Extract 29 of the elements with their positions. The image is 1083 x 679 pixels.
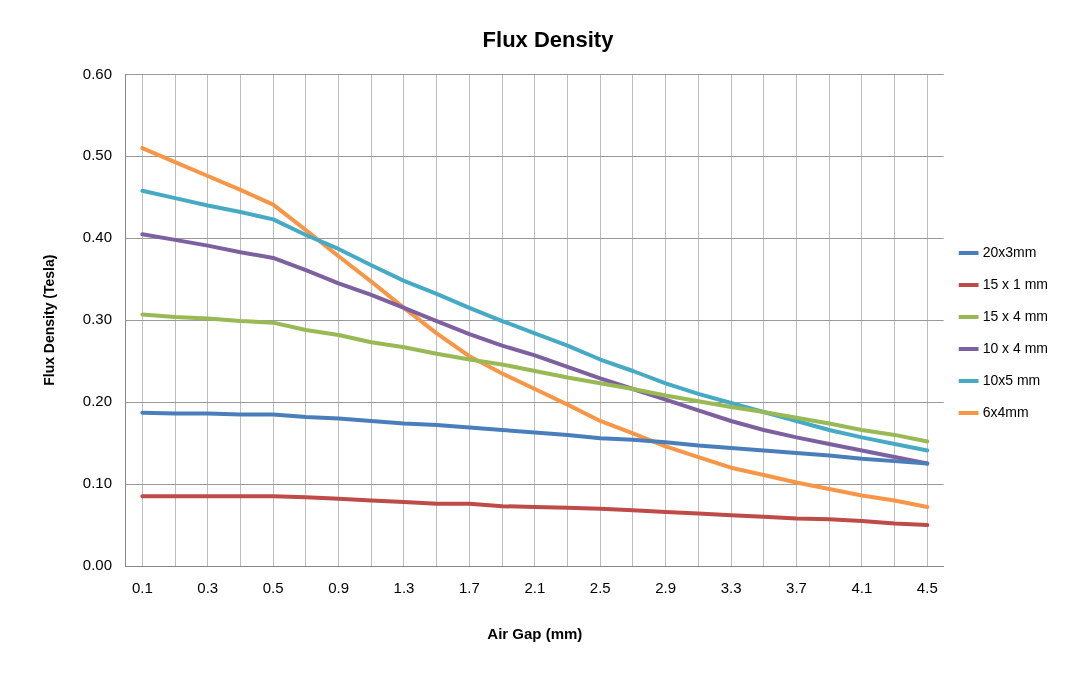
x-tick-label: 0.3 <box>197 579 219 597</box>
y-tick-label: 0.60 <box>82 64 112 82</box>
y-tick-label: 0.30 <box>82 310 112 328</box>
x-tick-label: 3.3 <box>720 579 742 597</box>
legend-label: 15 x 4 mm <box>982 307 1049 324</box>
x-tick-label: 4.5 <box>916 579 938 597</box>
y-tick-label: 0.40 <box>82 228 112 246</box>
x-tick-label: 0.5 <box>262 579 284 597</box>
legend-label: 6x4mm <box>982 403 1029 420</box>
y-tick-label: 0.00 <box>82 556 112 574</box>
legend-label: 20x3mm <box>982 243 1037 260</box>
x-tick-label: 2.9 <box>655 579 677 597</box>
x-tick-label: 1.3 <box>393 579 415 597</box>
x-tick-label: 1.7 <box>458 579 480 597</box>
x-axis-title: Air Gap (mm) <box>487 625 583 643</box>
chart-title: Flux Density <box>482 27 615 53</box>
legend-label: 10 x 4 mm <box>982 339 1049 356</box>
x-tick-label: 2.1 <box>524 579 546 597</box>
x-tick-label: 2.5 <box>589 579 611 597</box>
y-tick-label: 0.50 <box>82 146 112 164</box>
x-tick-label: 4.1 <box>851 579 873 597</box>
y-axis-title: Flux Density (Tesla) <box>41 254 58 386</box>
legend-label: 10x5 mm <box>982 371 1041 388</box>
x-tick-label: 0.1 <box>131 579 153 597</box>
x-tick-label: 3.7 <box>786 579 807 597</box>
x-tick-label: 0.9 <box>328 579 350 597</box>
y-tick-label: 0.20 <box>82 392 112 410</box>
legend-label: 15 x 1 mm <box>982 275 1049 292</box>
y-tick-label: 0.10 <box>82 474 112 492</box>
